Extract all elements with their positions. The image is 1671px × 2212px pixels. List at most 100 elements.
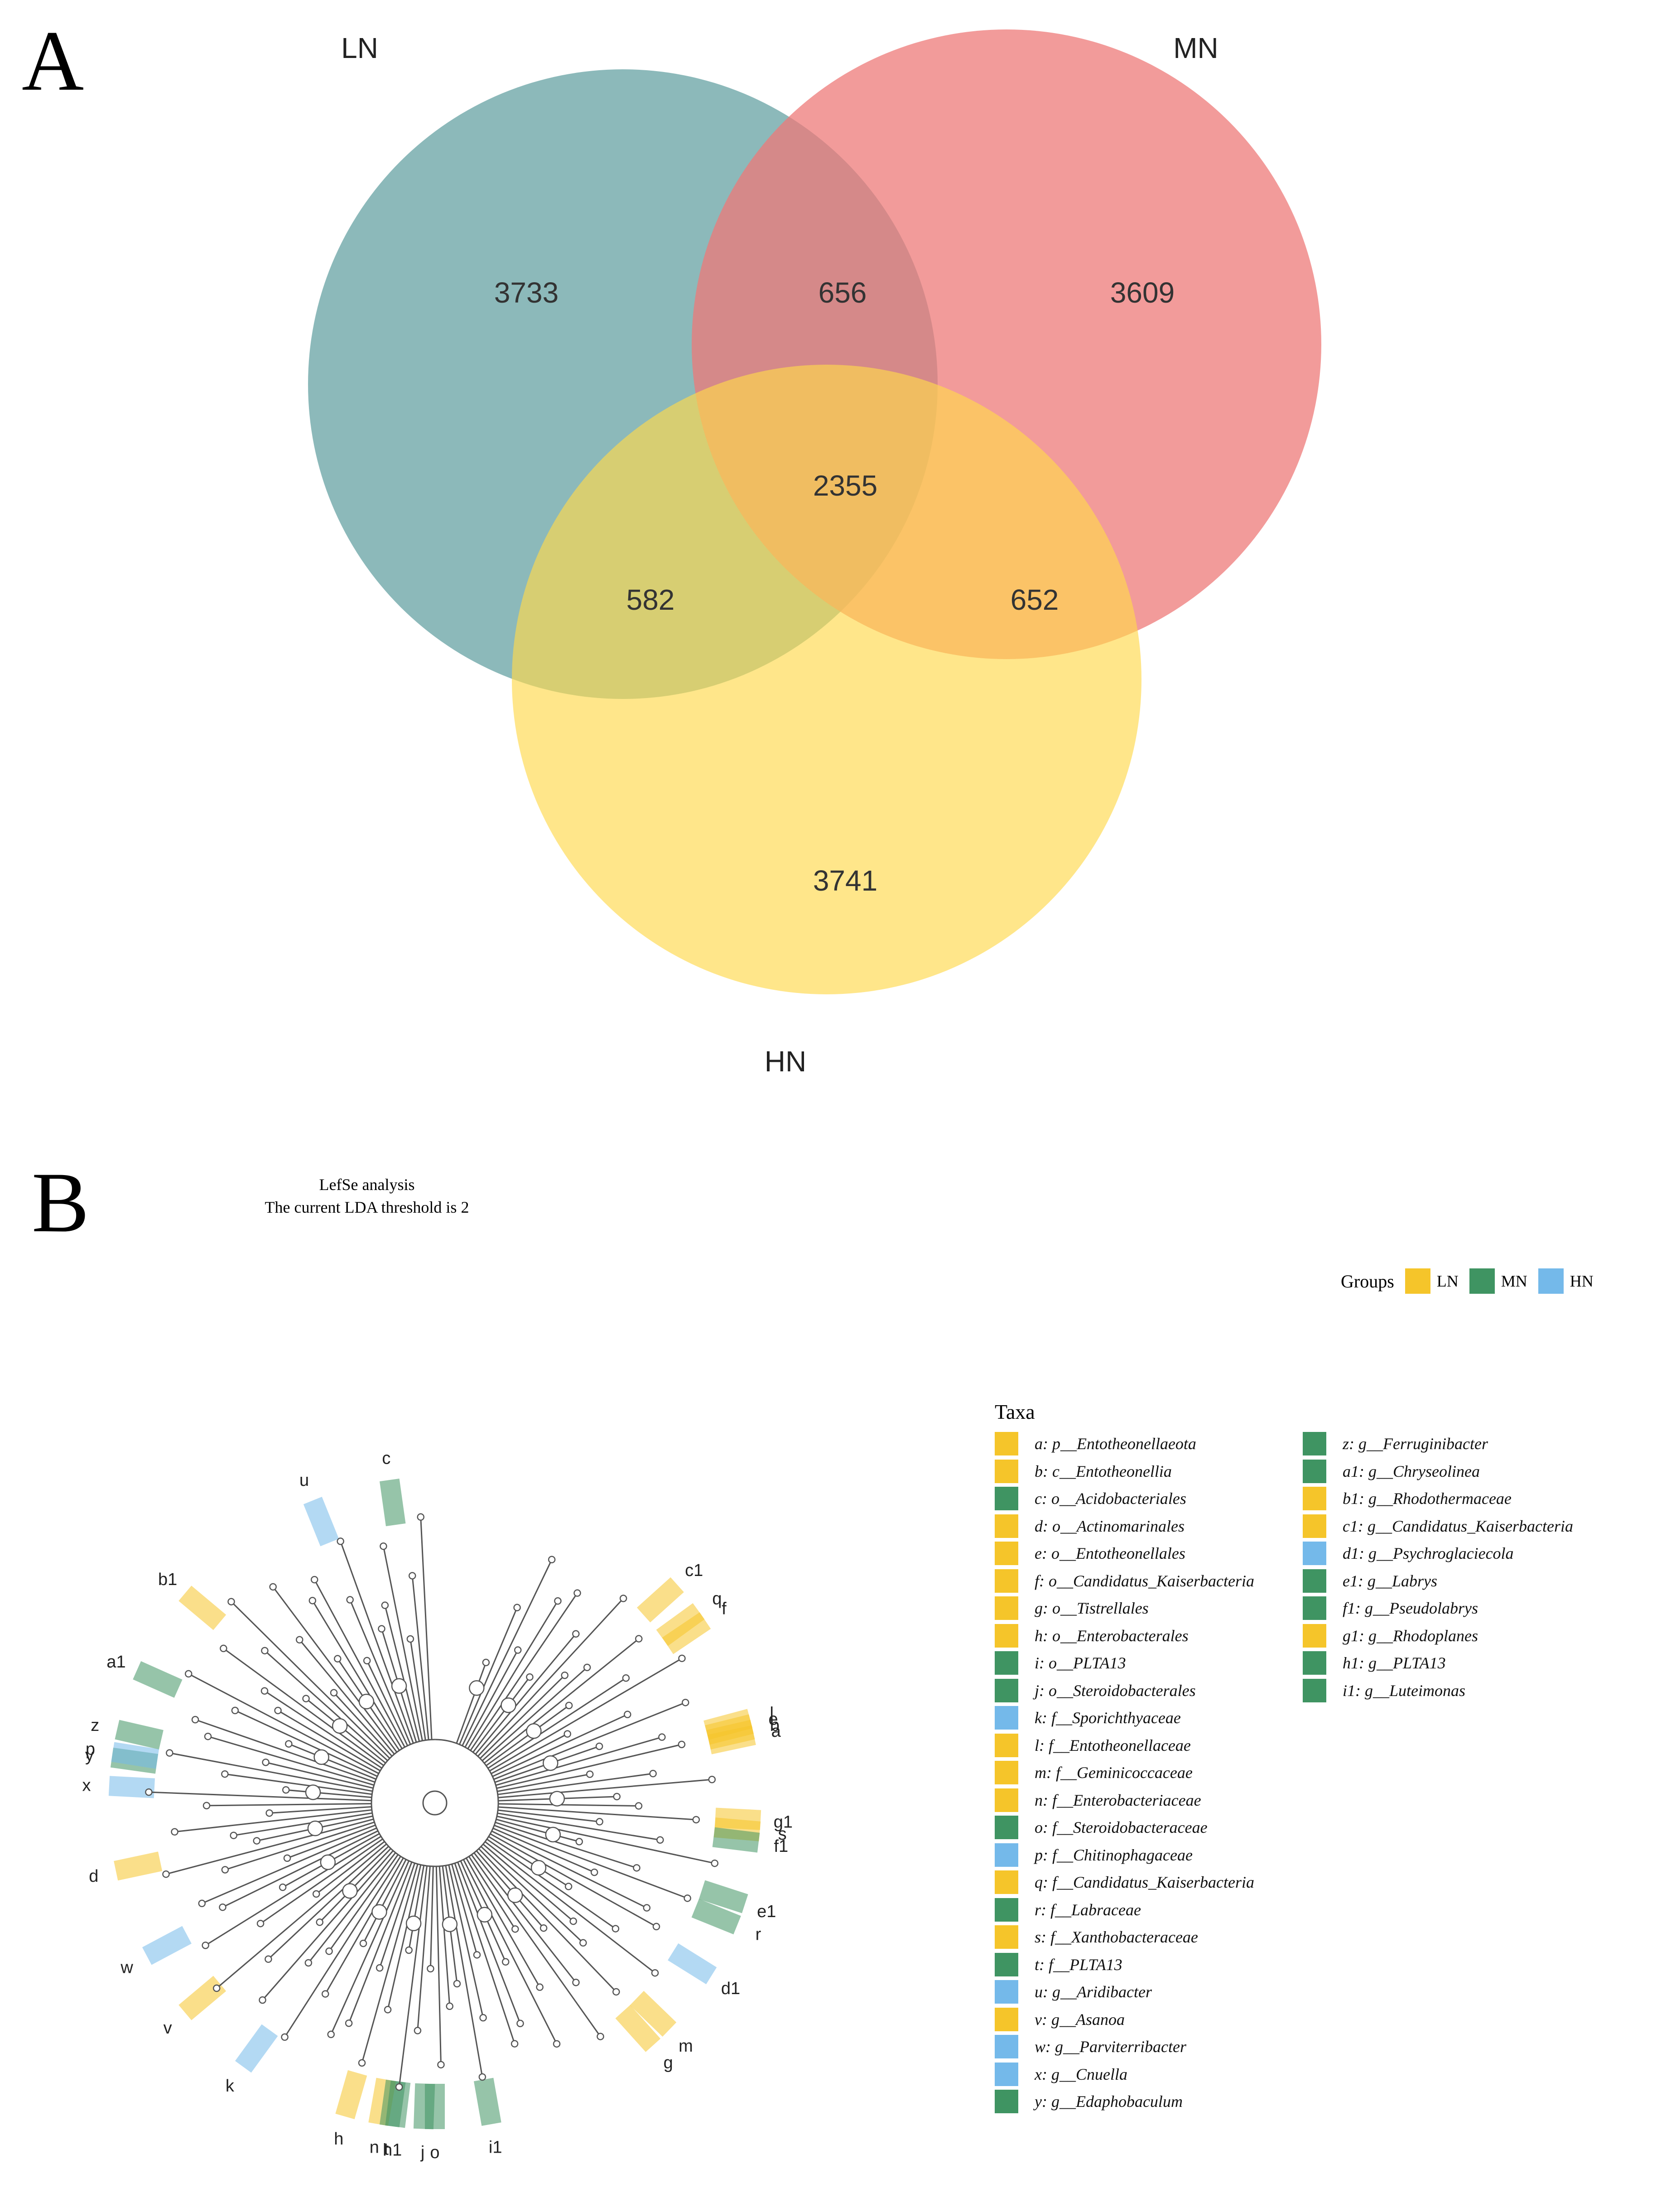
leaf-node <box>692 1816 700 1824</box>
branch <box>265 1761 374 1789</box>
leaf-node <box>622 1674 630 1682</box>
taxa-legend-column-2: z: g__Ferruginibacter a1: g__Chryseolinea… <box>1303 1430 1611 2116</box>
venn-label-mn: MN <box>1173 32 1218 64</box>
taxa-legend-item: e: o__Entotheonellales <box>995 1540 1303 1567</box>
clade-label: h <box>334 2130 343 2149</box>
taxa-label: x: g__Cnuella <box>1035 2065 1127 2083</box>
inner-node <box>342 1883 358 1899</box>
branch <box>223 1648 384 1766</box>
clade-label: o <box>430 2143 439 2162</box>
clade-branches <box>149 1517 715 2087</box>
leaf-node <box>656 1836 664 1844</box>
taxa-swatch <box>995 2062 1018 2086</box>
taxa-swatch <box>1303 1459 1326 1483</box>
taxa-legend-item: o: f__Steroidobacteraceae <box>995 1814 1303 1841</box>
taxa-swatch <box>995 2090 1018 2114</box>
taxa-legend-item: t: f__PLTA13 <box>995 1951 1303 1979</box>
taxa-label: u: g__Aridibacter <box>1035 1983 1152 2001</box>
leaf-node <box>265 1955 272 1963</box>
leaf-node <box>536 1983 544 1991</box>
clade-highlight <box>178 1586 226 1630</box>
clade-label: a1 <box>106 1653 125 1672</box>
leaf-node <box>563 1730 571 1738</box>
clade-label: p <box>86 1740 95 1759</box>
branch <box>491 1733 568 1774</box>
branch <box>462 1559 553 1746</box>
taxa-swatch <box>995 1925 1018 1949</box>
clade-label: c <box>382 1449 390 1468</box>
clade-highlight <box>656 1603 705 1646</box>
clade-label: m <box>679 2037 693 2056</box>
taxa-legend-item: k: f__Sporichthyaceae <box>995 1704 1303 1732</box>
branch <box>497 1812 660 1841</box>
leaf-node <box>145 1788 153 1796</box>
branch <box>484 1841 655 1974</box>
branch <box>491 1830 647 1908</box>
branch <box>166 1818 374 1875</box>
taxa-label: w: g__Parviterribacter <box>1035 2038 1186 2056</box>
leaf-node <box>395 2083 403 2091</box>
taxa-swatch <box>995 1569 1018 1593</box>
taxa-legend-item: z: g__Ferruginibacter <box>1303 1430 1611 1458</box>
leaf-node <box>346 1596 354 1604</box>
leaf-node <box>569 1917 577 1925</box>
branch <box>458 1607 518 1745</box>
branch <box>268 1846 389 1960</box>
leaf-node <box>408 1572 416 1580</box>
taxa-label: i: o__PLTA13 <box>1035 1654 1126 1672</box>
taxa-swatch <box>995 1843 1018 1867</box>
branch <box>496 1816 715 1864</box>
leaf-node <box>564 1883 573 1890</box>
clade-label: d <box>89 1867 98 1886</box>
branch <box>260 1838 383 1924</box>
leaf-node <box>548 1556 556 1564</box>
taxa-legend-column-1: a: p__Entotheonellaeota b: c__Entotheonel… <box>995 1430 1303 2116</box>
taxa-swatch <box>1303 1569 1326 1593</box>
clade-label: l <box>770 1704 774 1723</box>
leaf-node <box>678 1740 686 1749</box>
clade-highlight <box>111 1742 159 1769</box>
taxa-swatch <box>995 1706 1018 1730</box>
clade-label: j <box>420 2143 424 2162</box>
leaf-node <box>513 1604 521 1611</box>
inner-node <box>307 1820 323 1836</box>
inner-node <box>469 1680 485 1696</box>
taxa-label: f1: g__Pseudolabrys <box>1343 1599 1478 1618</box>
branch <box>316 1841 385 1895</box>
branch <box>169 1752 373 1792</box>
leaf-node <box>380 1542 387 1550</box>
inner-node <box>526 1723 542 1739</box>
clade-highlights <box>108 1478 761 2130</box>
clade-highlight <box>235 2024 278 2073</box>
taxa-legend-item: b1: g__Rhodothermaceae <box>1303 1485 1611 1513</box>
taxa-swatch <box>995 1459 1018 1483</box>
leaf-node <box>204 1732 212 1740</box>
leaf-node <box>516 2019 524 2028</box>
branch <box>429 1866 434 1969</box>
clade-highlight <box>368 2077 396 2126</box>
clade-highlight <box>142 1926 192 1965</box>
clade-highlight <box>413 2083 435 2130</box>
inner-node <box>313 1749 329 1765</box>
branch <box>496 1744 682 1789</box>
leaf-node <box>482 1658 490 1667</box>
venn-circle-hn <box>512 365 1141 994</box>
branch <box>328 1854 399 1952</box>
branch <box>361 1864 419 2063</box>
branch <box>207 1735 375 1786</box>
branch <box>457 1862 521 2024</box>
leaf-node <box>191 1716 199 1724</box>
branch <box>462 1859 558 2044</box>
branch <box>205 1836 381 1946</box>
taxa-legend-item: a1: g__Chryseolinea <box>1303 1458 1611 1485</box>
leaf-node <box>330 1689 338 1696</box>
clade-label: r <box>756 1925 761 1944</box>
leaf-node <box>565 1701 573 1710</box>
branch <box>202 1827 377 1904</box>
branch <box>496 1818 580 1842</box>
leaf-node <box>612 1925 620 1932</box>
clade-highlight <box>108 1776 155 1798</box>
taxa-swatch <box>995 1596 1018 1620</box>
venn-count-ln-mn: 656 <box>819 276 867 309</box>
branch <box>445 1865 483 2077</box>
